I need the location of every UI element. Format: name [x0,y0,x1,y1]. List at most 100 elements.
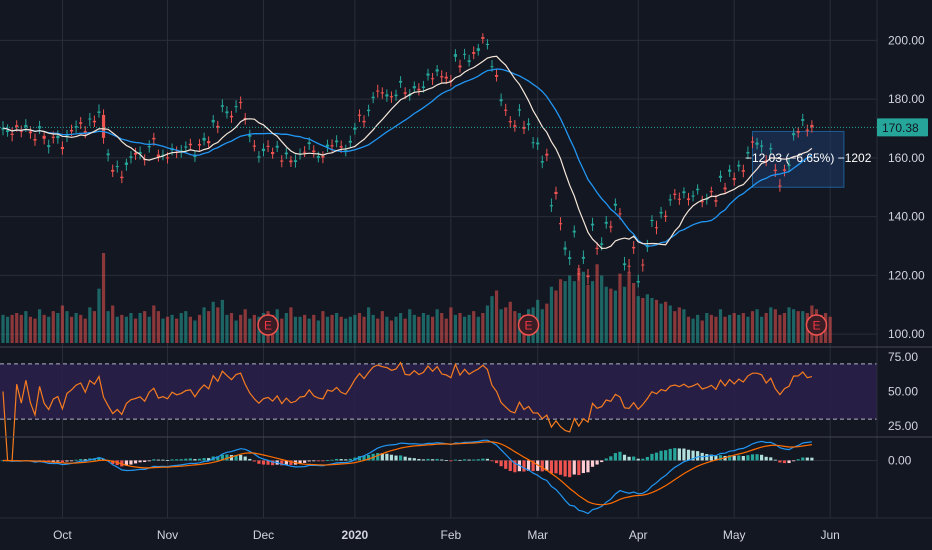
volume-bar [755,309,759,343]
macd-histogram-bar [650,453,654,461]
candle-body [586,275,590,278]
volume-bar [604,286,608,343]
macd-histogram-bar [403,456,407,461]
macd-histogram-bar [609,456,613,461]
volume-bar [750,311,755,343]
macd-histogram-bar [654,452,659,461]
candle-body [600,243,604,245]
macd-histogram-bar [220,454,224,461]
candle-body [412,86,416,89]
candle-body [266,145,270,147]
candle-body [129,156,133,158]
candle-body [316,156,320,158]
macd-histogram-bar [408,457,412,461]
macd-histogram-bar [184,458,188,461]
macd-histogram-bar [271,460,275,466]
volume-bar [558,279,563,343]
volume-bar [554,290,558,343]
macd-histogram-bar [449,460,453,462]
rsi-line [2,361,813,462]
volume-bar [234,320,238,343]
volume-bar [403,318,407,343]
macd-histogram-bar [239,454,243,461]
rsi-tick-label: 25.00 [888,419,918,433]
macd-histogram-bar [330,459,334,461]
macd-histogram-bar [805,457,809,461]
macd-histogram-bar [156,459,160,461]
candle-body [636,280,640,283]
volume-bar [220,299,224,343]
volume-bar [88,307,92,343]
volume-bar [398,313,403,343]
candle-body [435,69,439,72]
candle-body [801,119,805,121]
candle-body [398,80,403,83]
candle-body [225,111,229,114]
volume-bar [161,318,165,343]
time-axis-labels[interactable]: Oct Nov Dec 2020 Feb Mar Apr May Jun [53,528,840,542]
candle-body [335,140,339,143]
macd-histogram-bar [476,459,480,461]
candle-body [718,175,723,178]
macd-histogram-bar [56,460,60,462]
volume-bar [389,320,394,343]
macd-histogram-bar [485,458,490,461]
candle-body [572,230,576,233]
volume-bar [741,313,745,343]
volume-bar [467,314,471,343]
earnings-marker[interactable]: E [257,314,279,336]
candle-body [28,131,33,134]
candle-body [65,135,69,137]
candle-body [74,126,78,128]
time-tick-label: May [723,528,746,542]
volume-bar [577,268,581,343]
macd-histogram-bar [558,460,563,475]
macd-histogram-bar [298,460,302,464]
macd-histogram-bar [188,458,192,461]
macd-histogram-bar [133,460,138,464]
candle-body [462,53,467,55]
earnings-marker[interactable]: E [517,314,540,336]
volume-bar [357,313,362,343]
macd-histogram-bar [810,457,814,461]
candle-body [389,96,394,98]
volume-bar [138,313,142,343]
macd-histogram-bar [307,460,311,462]
macd-histogram-bar [257,460,261,464]
price-axis-labels[interactable]: 200.00 180.00 160.00 140.00 120.00 100.00 [888,33,925,341]
candle-body [339,146,343,148]
candle-body [581,256,585,259]
macd-histogram-bar [682,448,686,461]
candle-body [330,145,334,147]
macd-histogram-bar [234,454,238,461]
candle-body [709,191,713,193]
volume-bar [280,318,284,343]
macd-histogram-bar [348,458,352,461]
volume-bar [595,264,599,343]
candle-body [728,169,732,172]
macd-histogram-bar [622,454,627,461]
candle-body [97,111,101,113]
volume-bar [440,313,444,343]
candle-body [15,125,19,128]
volume-bar [430,316,435,343]
macd-histogram-bar [508,460,512,472]
volume-bar [444,318,448,343]
macd-histogram-bar [618,451,622,461]
candle-body [668,199,672,201]
candle-body [207,141,211,144]
volume-bar [645,294,649,343]
volume-bar [801,311,805,343]
candle-body [344,150,348,152]
volume-bar [549,286,553,343]
candle-body [440,76,444,78]
volume-bar [782,313,787,343]
volume-bar [435,309,439,343]
candle-body [554,191,558,195]
earnings-marker[interactable]: E [805,314,828,336]
volume-bar [622,286,627,343]
macd-histogram-bar [490,460,494,462]
candle-body [782,169,787,171]
